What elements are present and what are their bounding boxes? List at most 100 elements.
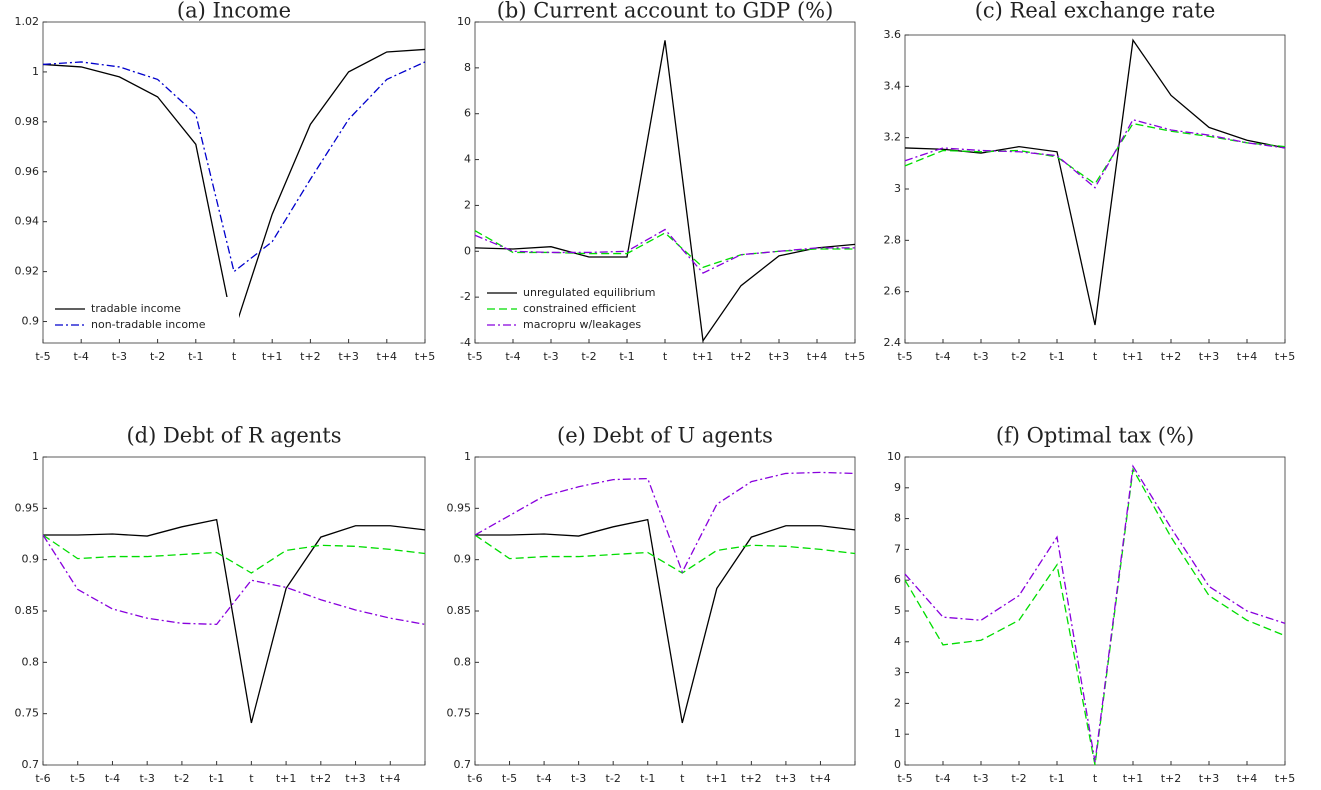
- y-tick-label: 4: [894, 635, 901, 648]
- plot-frame: [904, 34, 1286, 344]
- x-tick-label: t+5: [415, 350, 436, 363]
- x-tick-label: t+1: [1123, 772, 1144, 785]
- x-tick-label: t+1: [707, 772, 728, 785]
- x-tick-label: t-4: [505, 350, 520, 363]
- y-tick-label: 2.8: [884, 233, 902, 246]
- y-tick-label: -2: [460, 290, 471, 303]
- x-tick-label: t-2: [174, 772, 189, 785]
- series-line: [43, 518, 426, 724]
- x-tick-label: t+5: [845, 350, 866, 363]
- x-tick-label: t+5: [1275, 350, 1296, 363]
- y-tick-label: 0.75: [15, 707, 40, 720]
- x-tick-label: t-5: [467, 350, 482, 363]
- x-tick-label: t-3: [140, 772, 155, 785]
- y-tick-label: 6: [464, 107, 471, 120]
- y-tick-label: 0.7: [454, 758, 472, 771]
- x-tick-label: t+4: [1237, 772, 1258, 785]
- x-tick-label: t+3: [345, 772, 366, 785]
- x-tick-label: t-3: [112, 350, 127, 363]
- series-line: [904, 122, 1286, 185]
- y-tick-label: 5: [894, 604, 901, 617]
- x-tick-label: t+2: [1161, 772, 1182, 785]
- series-line: [904, 467, 1286, 766]
- series-line: [474, 534, 856, 574]
- x-tick-label: t-6: [467, 772, 482, 785]
- y-tick-label: 3.2: [884, 131, 902, 144]
- x-tick-label: t-6: [35, 772, 50, 785]
- x-tick-label: t-5: [70, 772, 85, 785]
- legend-box: [49, 297, 239, 337]
- x-tick-label: t+3: [338, 350, 359, 363]
- x-tick-label: t+4: [807, 350, 828, 363]
- y-tick-label: 0.9: [22, 553, 40, 566]
- y-tick-label: 1: [894, 727, 901, 740]
- x-tick-label: t+1: [276, 772, 297, 785]
- y-tick-label: 0.92: [15, 265, 40, 278]
- x-tick-label: t-5: [897, 772, 912, 785]
- y-tick-label: 0.85: [447, 604, 472, 617]
- y-tick-label: 0.75: [447, 707, 472, 720]
- x-tick-label: t+4: [380, 772, 401, 785]
- x-tick-label: t-3: [571, 772, 586, 785]
- plot-frame: [904, 456, 1286, 766]
- x-tick-label: t+4: [1237, 350, 1258, 363]
- x-tick-label: t+2: [300, 350, 321, 363]
- x-tick-label: t+3: [1199, 772, 1220, 785]
- y-tick-label: 10: [887, 450, 901, 463]
- x-tick-label: t: [1093, 772, 1098, 785]
- chart-title: (f) Optimal tax (%): [996, 424, 1194, 448]
- chart-title: (a) Income: [177, 0, 291, 23]
- y-tick-label: 2: [464, 198, 471, 211]
- y-tick-label: 3.4: [884, 79, 902, 92]
- y-tick-label: 0.96: [15, 165, 40, 178]
- x-tick-label: t-1: [1049, 772, 1064, 785]
- y-tick-label: 2.4: [884, 336, 902, 349]
- y-tick-label: 0.95: [447, 501, 472, 514]
- chart-title: (e) Debt of U agents: [557, 424, 773, 448]
- x-tick-label: t+2: [311, 772, 332, 785]
- series-line: [42, 61, 426, 273]
- y-tick-label: 1: [32, 65, 39, 78]
- x-tick-label: t: [232, 350, 237, 363]
- series-line: [42, 534, 426, 574]
- x-tick-label: t: [1093, 350, 1098, 363]
- legend-label: macropru w/leakages: [523, 318, 641, 331]
- series-line: [904, 118, 1286, 189]
- x-tick-label: t+1: [262, 350, 283, 363]
- y-tick-label: 0: [894, 758, 901, 771]
- chart-title: (c) Real exchange rate: [975, 0, 1216, 23]
- x-tick-label: t: [249, 772, 254, 785]
- x-tick-label: t-2: [1011, 350, 1026, 363]
- x-tick-label: t-1: [209, 772, 224, 785]
- y-tick-label: 1.02: [15, 15, 40, 28]
- x-tick-label: t-2: [1011, 772, 1026, 785]
- y-tick-label: 1: [32, 450, 39, 463]
- x-tick-label: t-1: [1049, 350, 1064, 363]
- x-tick-label: t-5: [502, 772, 517, 785]
- y-tick-label: 0.8: [454, 655, 472, 668]
- legend-label: unregulated equilibrium: [523, 286, 655, 299]
- legend-label: non-tradable income: [91, 318, 206, 331]
- x-tick-label: t-3: [543, 350, 558, 363]
- x-tick-label: t-4: [74, 350, 89, 363]
- series-line: [904, 38, 1286, 326]
- y-tick-label: 3: [894, 666, 901, 679]
- x-tick-label: t+2: [1161, 350, 1182, 363]
- series-line: [904, 464, 1286, 763]
- x-tick-label: t+5: [1275, 772, 1296, 785]
- y-tick-label: 0.85: [15, 604, 40, 617]
- chart-title: (d) Debt of R agents: [126, 424, 341, 448]
- y-tick-label: 4: [464, 153, 471, 166]
- x-tick-label: t-2: [581, 350, 596, 363]
- y-tick-label: 9: [894, 481, 901, 494]
- x-tick-label: t-3: [973, 772, 988, 785]
- y-tick-label: 8: [464, 61, 471, 74]
- x-tick-label: t-2: [150, 350, 165, 363]
- y-tick-label: 0.95: [15, 501, 40, 514]
- y-tick-label: 0: [464, 244, 471, 257]
- legend-label: tradable income: [91, 302, 181, 315]
- series-line: [474, 230, 855, 269]
- y-tick-label: 3: [894, 182, 901, 195]
